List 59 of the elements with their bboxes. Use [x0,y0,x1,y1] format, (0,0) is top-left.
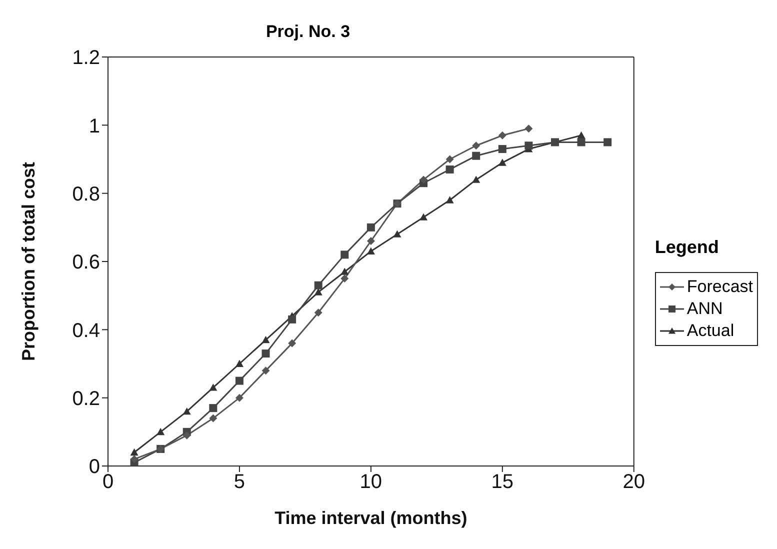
point [446,155,454,164]
point [604,138,612,146]
legend-label: ANN [686,298,723,320]
legend-label: Forecast [686,276,753,298]
point [340,268,349,275]
point [314,288,322,296]
x-axis-title: Time interval (months) [274,508,468,528]
point [577,138,586,146]
point [472,142,480,150]
point [393,230,402,238]
point [235,376,244,385]
x-tick-label: 20 [622,471,645,494]
point [366,247,375,254]
y-axis-title: Proportion of total cost [18,162,38,361]
point [340,250,349,259]
point [235,360,244,367]
point [262,366,270,375]
point [498,158,506,166]
point [446,165,454,174]
point [366,237,375,246]
x-tick-label: 5 [234,471,246,494]
point [156,428,165,436]
point [498,131,506,140]
point [314,281,322,290]
y-tick-label: 1.2 [72,47,100,70]
chart-title: Proj. No. 3 [264,21,352,43]
y-tick-label: 0 [88,456,100,478]
point [340,274,349,283]
point [420,176,428,184]
point [209,384,218,391]
legend-title: Legend [654,236,720,258]
point [262,336,270,344]
point [498,145,506,154]
point [446,196,454,204]
point [366,223,375,232]
y-tick-label: 1 [88,115,100,138]
point [182,431,191,440]
point [420,213,428,220]
point [472,176,480,183]
x-tick-label: 10 [360,471,382,494]
point [472,152,480,160]
point [130,448,138,456]
y-tick-label: 0.4 [72,320,100,342]
point [524,142,533,150]
point [262,350,270,358]
point [209,404,218,412]
point [235,394,244,402]
point [209,414,218,422]
x-tick-label: 15 [491,471,514,494]
point [182,407,191,415]
point [314,308,322,317]
point [288,315,296,324]
y-tick-label: 0.8 [72,183,100,206]
point [524,124,533,133]
point [288,339,296,348]
y-tick-label: 0.2 [72,388,100,410]
y-tick-label: 0.6 [72,252,100,274]
legend-label: Actual [686,320,734,342]
point [130,455,138,464]
